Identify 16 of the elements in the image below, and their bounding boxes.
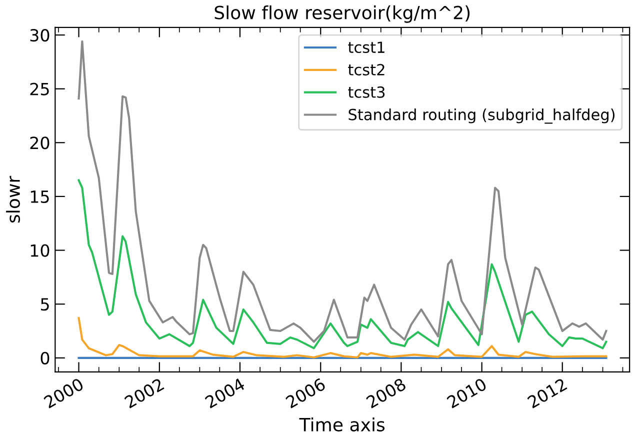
y-tick-label: 10: [30, 244, 50, 257]
y-tick-label: 15: [30, 190, 49, 204]
y-tick-label: 30: [30, 28, 50, 42]
y-tick-label: 20: [30, 136, 50, 150]
legend-label: tcst3: [348, 86, 385, 98]
chart-title: Slow flow reservoir(kg/m^2): [214, 5, 470, 23]
line-series: [78, 179, 608, 350]
line-series: [78, 317, 608, 358]
y-tick-label: 25: [30, 82, 49, 96]
legend-label: tcst1: [348, 42, 384, 54]
legend-label: tcst2: [348, 64, 384, 76]
x-axis-title: Time axis: [299, 418, 385, 432]
y-tick-label: 5: [40, 298, 49, 311]
y-tick-label: 0: [40, 352, 50, 364]
y-axis-title: slowr: [6, 176, 20, 223]
legend-label: Standard routing (subgrid_halfdeg): [348, 108, 614, 124]
